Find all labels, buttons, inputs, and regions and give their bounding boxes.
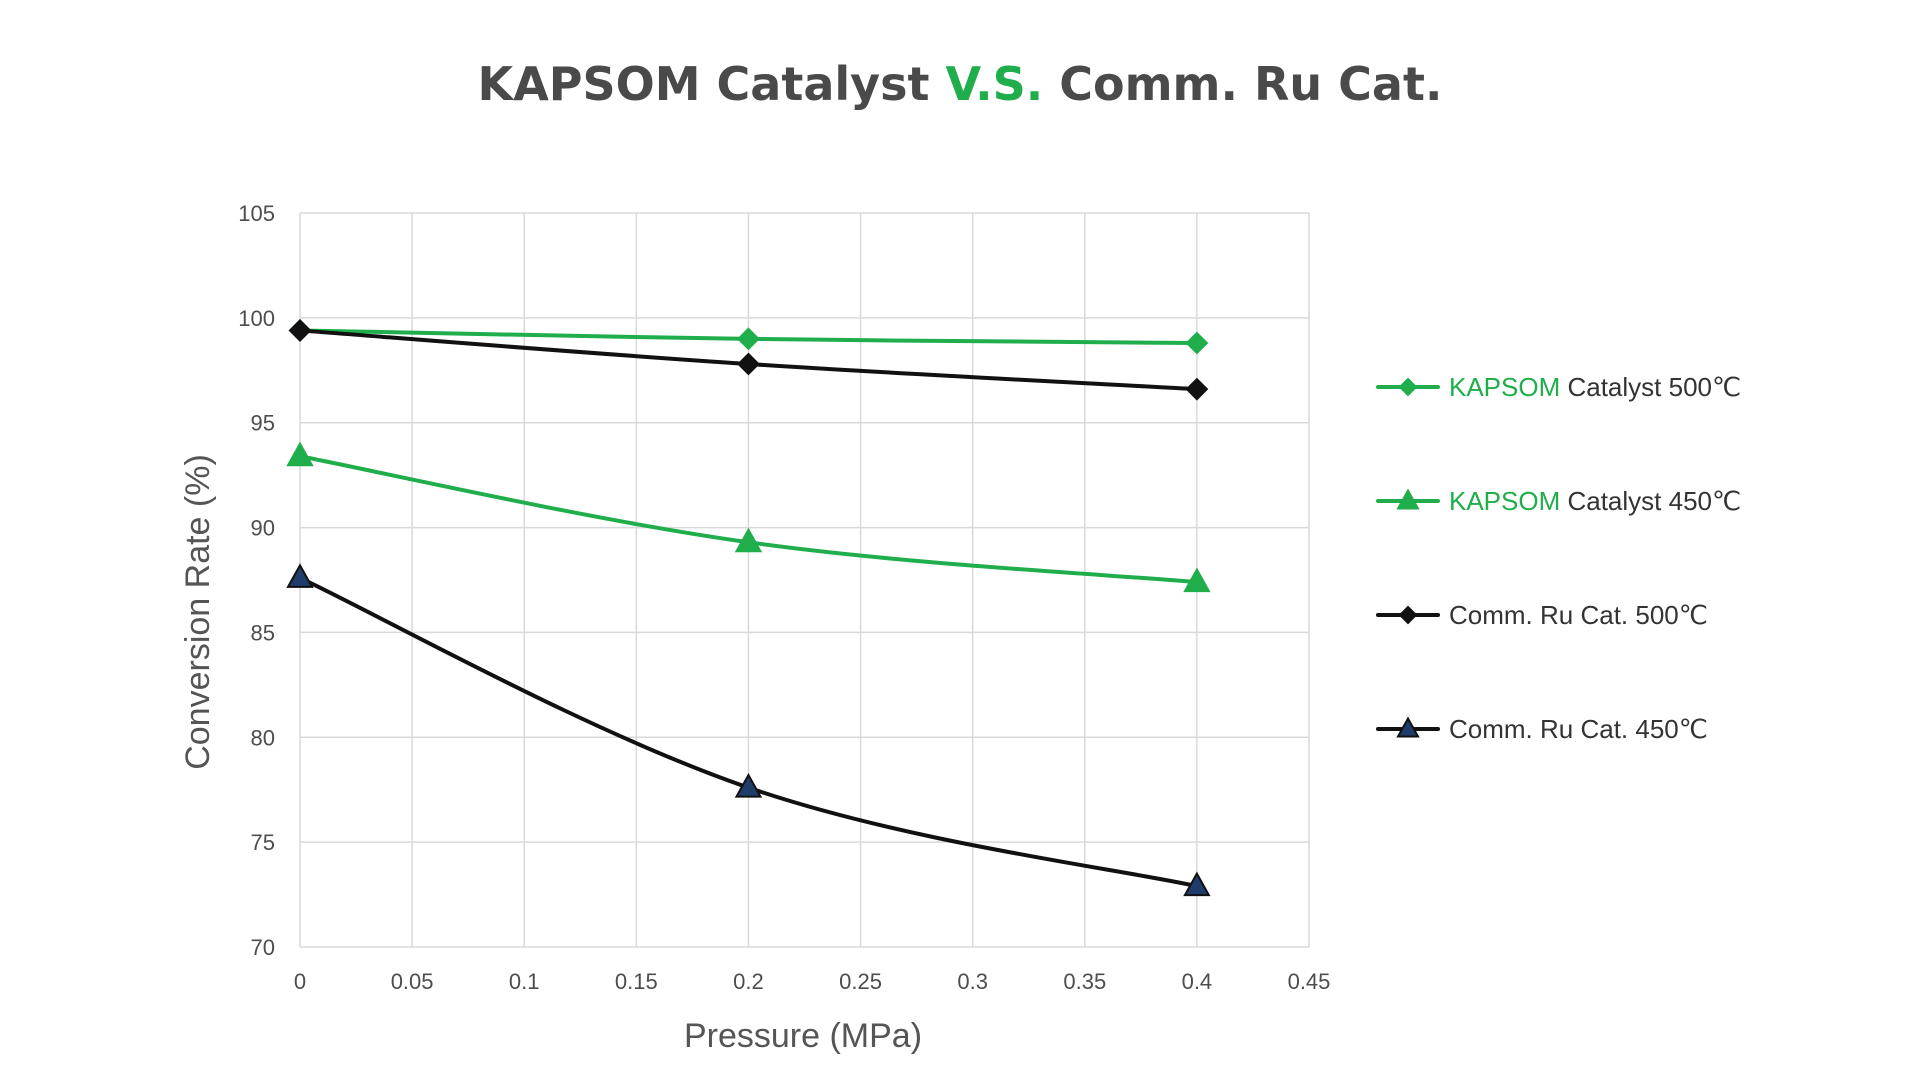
legend-label: Comm. Ru Cat. 450℃ — [1449, 714, 1708, 744]
y-tick-label: 80 — [251, 725, 275, 750]
legend-marker — [1396, 488, 1420, 510]
chart-title-part-1: KAPSOM Catalyst — [478, 57, 946, 111]
legend-label-text: Catalyst 500℃ — [1560, 372, 1741, 402]
y-tick-label: 100 — [238, 306, 275, 331]
data-point — [1185, 377, 1209, 401]
y-tick-label: 105 — [238, 201, 275, 226]
chart-title-part-3: Comm. Ru Cat. — [1043, 57, 1442, 111]
y-tick-label: 95 — [251, 411, 275, 436]
legend-label-brand: KAPSOM — [1449, 372, 1560, 402]
x-tick-label: 0 — [294, 969, 306, 994]
markers-group — [286, 319, 1211, 897]
x-tick-label: 0.3 — [957, 969, 988, 994]
x-tick-label: 0.35 — [1063, 969, 1106, 994]
legend-label: KAPSOM Catalyst 450℃ — [1449, 486, 1741, 516]
data-point — [286, 563, 314, 588]
x-tick-label: 0.45 — [1288, 969, 1331, 994]
x-tick-label: 0.05 — [391, 969, 434, 994]
data-point — [734, 772, 763, 798]
grid — [299, 212, 1310, 948]
data-point — [288, 319, 312, 342]
x-tick-label: 0.1 — [509, 969, 540, 994]
y-tick-label: 85 — [251, 620, 275, 645]
data-point — [737, 327, 760, 351]
legend-marker — [1398, 605, 1418, 625]
y-axis-label: Conversion Rate (%) — [179, 454, 217, 770]
legend-label-text: Catalyst 450℃ — [1560, 486, 1741, 516]
y-tick-label: 90 — [251, 516, 275, 541]
chart-title-vs: V.S. — [946, 57, 1044, 111]
legend-label-text: Comm. Ru Cat. 500℃ — [1449, 600, 1708, 630]
legend-marker — [1398, 377, 1418, 397]
tick-labels: 0 0.05 0.1 0.15 0.2 0.25 0.3 0.35 0.4 0.45 70 75 80 8… — [238, 201, 1330, 994]
x-tick-label: 0.2 — [733, 969, 764, 994]
chart-title: KAPSOM Catalyst V.S. Comm. Ru Cat. — [478, 57, 1443, 111]
legend-label: Comm. Ru Cat. 500℃ — [1449, 600, 1708, 630]
legend-label-text: Comm. Ru Cat. 450℃ — [1449, 714, 1708, 744]
data-point — [737, 352, 760, 376]
data-point — [286, 441, 314, 467]
y-tick-label: 75 — [251, 830, 275, 855]
y-tick-label: 70 — [251, 935, 275, 960]
data-point — [1183, 567, 1211, 593]
legend-label: KAPSOM Catalyst 500℃ — [1449, 372, 1741, 402]
legend-label-brand: KAPSOM — [1449, 486, 1560, 516]
x-tick-label: 0.4 — [1182, 969, 1213, 994]
x-tick-label: 0.25 — [839, 969, 882, 994]
legend-marker — [1396, 716, 1420, 738]
x-tick-label: 0.15 — [615, 969, 658, 994]
data-point — [734, 527, 763, 553]
x-axis-label: Pressure (MPa) — [684, 1017, 922, 1055]
data-point — [1183, 871, 1211, 897]
data-point — [1185, 331, 1209, 355]
